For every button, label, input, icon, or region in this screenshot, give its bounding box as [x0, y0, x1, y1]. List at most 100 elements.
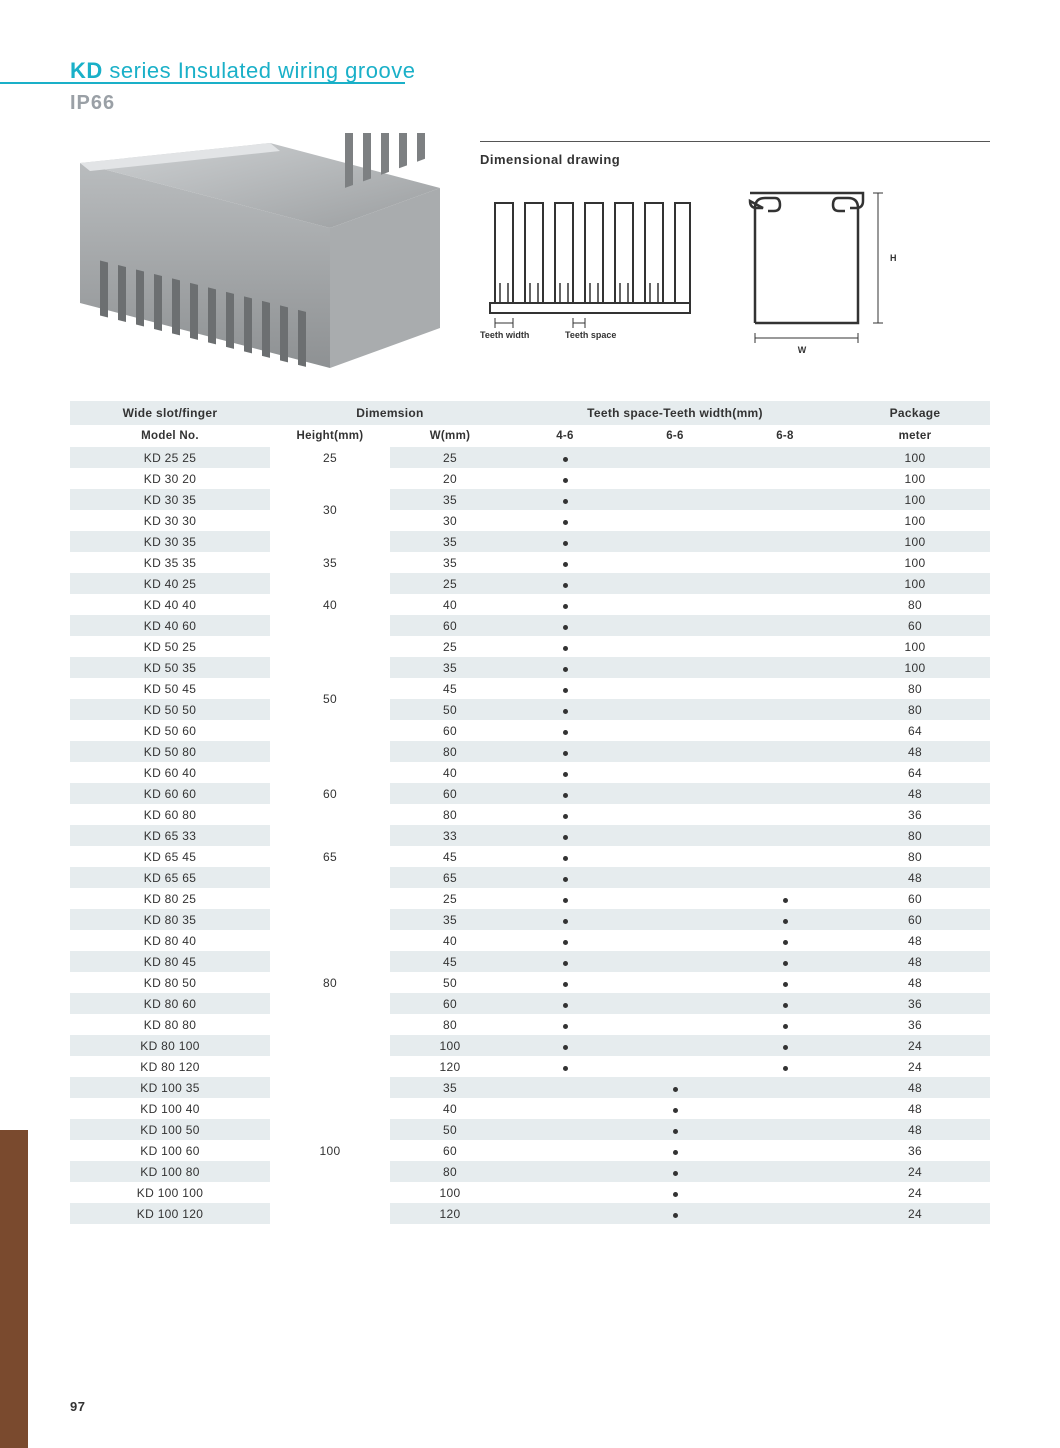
cell-t66 [620, 720, 730, 741]
cell-package: 24 [840, 1182, 990, 1203]
cell-model: KD 80 100 [70, 1035, 270, 1056]
table-row: KD 80 454548 [70, 951, 990, 972]
cell-t68 [730, 1182, 840, 1203]
cell-t66 [620, 531, 730, 552]
cell-w: 20 [390, 468, 510, 489]
cell-t66 [620, 1182, 730, 1203]
cell-package: 48 [840, 1119, 990, 1140]
cell-t46 [510, 489, 620, 510]
cell-t68 [730, 1098, 840, 1119]
cell-height: 65 [270, 825, 390, 888]
cell-t66 [620, 909, 730, 930]
cell-height: 60 [270, 762, 390, 825]
dot-icon [563, 814, 568, 819]
cell-t66 [620, 1077, 730, 1098]
table-row: KD 60 808036 [70, 804, 990, 825]
hdr-package: Package [840, 401, 990, 425]
cell-t46 [510, 1140, 620, 1161]
cell-w: 80 [390, 1161, 510, 1182]
cell-t66 [620, 930, 730, 951]
dot-icon [563, 583, 568, 588]
cell-t46 [510, 741, 620, 762]
cell-height: 50 [270, 636, 390, 762]
dot-icon [563, 667, 568, 672]
cell-model: KD 80 80 [70, 1014, 270, 1035]
table-row: KD 80 25802560 [70, 888, 990, 909]
cell-t66 [620, 615, 730, 636]
cell-t68 [730, 699, 840, 720]
dim-divider [480, 141, 990, 142]
cell-t46 [510, 636, 620, 657]
dim-heading: Dimensional drawing [480, 152, 990, 167]
table-row: KD 65 33653380 [70, 825, 990, 846]
cell-t66 [620, 657, 730, 678]
cell-t66 [620, 1203, 730, 1224]
cell-model: KD 80 35 [70, 909, 270, 930]
cell-t68 [730, 930, 840, 951]
table-row: KD 25 252525100 [70, 447, 990, 468]
dot-icon [673, 1192, 678, 1197]
cell-t66 [620, 1098, 730, 1119]
cell-t46 [510, 531, 620, 552]
cell-t68 [730, 1140, 840, 1161]
cell-t68 [730, 657, 840, 678]
cell-package: 48 [840, 972, 990, 993]
page-number: 97 [70, 1399, 85, 1414]
cell-t46 [510, 846, 620, 867]
teeth-space-label: Teeth space [565, 330, 616, 340]
cell-t46 [510, 930, 620, 951]
cell-t46 [510, 447, 620, 468]
cell-t68 [730, 573, 840, 594]
cell-t66 [620, 678, 730, 699]
cell-model: KD 100 60 [70, 1140, 270, 1161]
cell-model: KD 80 45 [70, 951, 270, 972]
table-row: KD 30 3535100 [70, 531, 990, 552]
dot-icon [673, 1108, 678, 1113]
dot-icon [673, 1213, 678, 1218]
hdr-dimension: Dimemsion [270, 401, 510, 425]
cell-w: 60 [390, 993, 510, 1014]
cell-t46 [510, 1056, 620, 1077]
cell-model: KD 50 25 [70, 636, 270, 657]
cell-package: 100 [840, 552, 990, 573]
dot-icon [563, 541, 568, 546]
cell-height: 35 [270, 552, 390, 573]
cell-t68 [730, 531, 840, 552]
cell-model: KD 100 80 [70, 1161, 270, 1182]
cell-t46 [510, 825, 620, 846]
cell-t68 [730, 783, 840, 804]
cell-t68 [730, 720, 840, 741]
cell-w: 120 [390, 1056, 510, 1077]
cell-t68 [730, 1035, 840, 1056]
cell-w: 50 [390, 972, 510, 993]
cell-package: 80 [840, 678, 990, 699]
dot-icon [783, 1045, 788, 1050]
cell-t68 [730, 804, 840, 825]
page-subtitle: IP66 [70, 92, 990, 115]
cell-t68 [730, 993, 840, 1014]
product-photo [70, 133, 440, 383]
dot-icon [563, 1045, 568, 1050]
cell-t66 [620, 783, 730, 804]
dot-icon [563, 709, 568, 714]
table-row: KD 100 808024 [70, 1161, 990, 1182]
cell-package: 48 [840, 1077, 990, 1098]
cell-w: 60 [390, 720, 510, 741]
cell-package: 48 [840, 783, 990, 804]
dot-icon [563, 478, 568, 483]
dot-icon [783, 982, 788, 987]
cell-model: KD 30 30 [70, 510, 270, 531]
cell-t46 [510, 468, 620, 489]
cell-package: 100 [840, 447, 990, 468]
dot-icon [563, 730, 568, 735]
dot-icon [783, 898, 788, 903]
cell-model: KD 40 60 [70, 615, 270, 636]
cell-height: 40 [270, 573, 390, 636]
table-row: KD 30 3030100 [70, 510, 990, 531]
dot-icon [783, 961, 788, 966]
table-row: KD 50 3535100 [70, 657, 990, 678]
cell-package: 36 [840, 804, 990, 825]
cell-w: 100 [390, 1182, 510, 1203]
cell-package: 60 [840, 615, 990, 636]
cell-model: KD 100 100 [70, 1182, 270, 1203]
